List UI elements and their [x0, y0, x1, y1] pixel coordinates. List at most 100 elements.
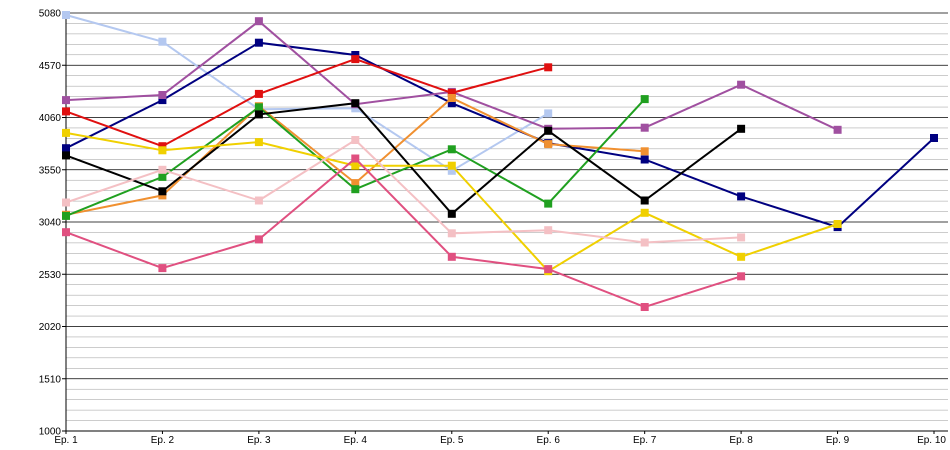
data-point — [351, 154, 360, 163]
y-tick-label: 4060 — [39, 113, 62, 124]
data-point — [640, 196, 649, 205]
data-point — [833, 220, 842, 228]
data-point — [447, 161, 456, 170]
data-point — [158, 191, 167, 200]
y-tick-label: 3040 — [39, 218, 62, 229]
data-point — [447, 229, 456, 238]
x-axis-tick-labels: Ep. 1 Ep. 2 Ep. 3 Ep. 4 Ep. 5 Ep. 6 Ep. 7 Ep. 8… — [54, 431, 946, 446]
y-tick-label: 3550 — [39, 165, 62, 176]
data-point — [254, 235, 263, 244]
data-point — [447, 209, 456, 218]
data-point — [833, 125, 842, 134]
data-point — [351, 104, 360, 113]
data-point — [447, 88, 456, 97]
data-point — [351, 161, 360, 170]
data-point — [640, 238, 649, 247]
data-point — [737, 80, 746, 89]
data-point — [544, 265, 553, 274]
data-point — [254, 196, 263, 205]
series-line — [65, 131, 838, 273]
data-point — [640, 208, 649, 217]
series-7 — [62, 99, 746, 218]
data-point — [351, 99, 360, 108]
data-point — [640, 123, 649, 132]
data-point — [351, 185, 360, 194]
data-point — [62, 96, 70, 105]
y-tick-label: 1000 — [39, 427, 62, 438]
x-tick-label: Ep. 9 — [826, 435, 850, 446]
major-gridlines — [62, 12, 948, 432]
data-point — [640, 303, 649, 311]
x-tick-label: Ep. 7 — [633, 435, 657, 446]
data-point — [158, 96, 167, 105]
x-tick-label: Ep. 10 — [917, 435, 946, 446]
data-point — [62, 144, 70, 153]
x-tick-label: Ep. 8 — [729, 435, 753, 446]
data-point — [254, 89, 263, 98]
data-point — [62, 107, 70, 116]
data-point — [737, 192, 746, 201]
x-tick-label: Ep. 2 — [151, 435, 175, 446]
data-point — [158, 172, 167, 181]
data-point — [158, 37, 167, 46]
data-point — [544, 63, 553, 72]
data-point — [158, 264, 167, 273]
data-point — [158, 187, 167, 196]
data-point — [62, 11, 70, 19]
data-point — [447, 99, 456, 108]
series-line — [65, 41, 935, 229]
data-point — [447, 252, 456, 261]
data-point — [158, 165, 167, 174]
series-1 — [62, 11, 553, 175]
x-tick-label: Ep. 6 — [537, 435, 561, 446]
y-tick-label: 4570 — [39, 61, 62, 72]
y-tick-label: 5080 — [39, 9, 62, 20]
data-point — [158, 91, 167, 99]
data-point — [640, 147, 649, 156]
x-tick-label: Ep. 4 — [344, 435, 368, 446]
data-point — [62, 151, 70, 160]
series-10 — [62, 154, 746, 311]
data-point — [62, 228, 70, 237]
x-tick-label: Ep. 3 — [247, 435, 271, 446]
data-point — [544, 109, 553, 118]
series-line — [65, 157, 742, 309]
data-point — [544, 126, 553, 135]
series-line — [65, 102, 742, 216]
y-axis-tick-labels: 1000 1510 2020 2530 3040 3550 4060 4570 5080 — [39, 9, 62, 438]
y-tick-label: 2530 — [39, 270, 62, 281]
data-point — [544, 226, 553, 235]
data-point — [447, 94, 456, 102]
data-point — [351, 55, 360, 64]
data-point — [62, 128, 70, 137]
axes — [65, 13, 948, 432]
series-4 — [62, 55, 553, 151]
data-point — [737, 124, 746, 133]
data-point — [254, 103, 263, 112]
data-point — [351, 179, 360, 188]
data-point — [737, 272, 746, 281]
data-point — [640, 95, 649, 104]
series-9 — [62, 136, 746, 247]
data-point — [351, 136, 360, 144]
data-point — [254, 38, 263, 47]
data-point — [62, 211, 70, 220]
data-point — [351, 51, 360, 59]
data-point — [447, 145, 456, 154]
data-point — [544, 199, 553, 208]
data-point — [158, 146, 167, 155]
data-point — [737, 233, 746, 242]
x-tick-label: Ep. 1 — [54, 435, 78, 446]
data-point — [447, 166, 456, 175]
series-layer — [62, 11, 938, 311]
series-line — [65, 58, 549, 148]
series-line — [65, 138, 742, 244]
data-point — [737, 252, 746, 261]
series-2 — [62, 38, 938, 232]
data-point — [158, 142, 167, 151]
data-point — [254, 110, 263, 119]
x-tick-label: Ep. 5 — [440, 435, 464, 446]
data-point — [254, 17, 263, 26]
